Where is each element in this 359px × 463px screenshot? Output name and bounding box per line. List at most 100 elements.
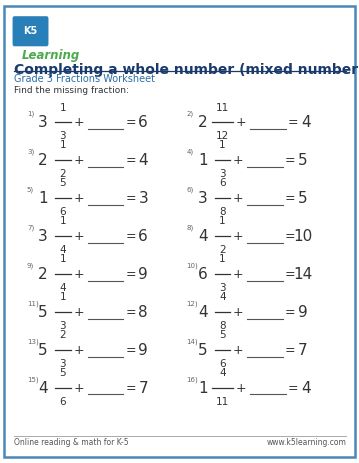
Text: 5: 5 — [38, 305, 48, 320]
Text: 3: 3 — [198, 191, 208, 206]
Text: 2: 2 — [60, 330, 66, 340]
Text: 5): 5) — [27, 187, 34, 193]
Text: 1: 1 — [38, 191, 48, 206]
Text: +: + — [233, 154, 244, 167]
Text: 4: 4 — [301, 115, 311, 130]
Text: 5: 5 — [38, 343, 48, 358]
Text: +: + — [73, 268, 84, 281]
Text: 6: 6 — [198, 267, 208, 282]
Text: Grade 3 Fractions Worksheet: Grade 3 Fractions Worksheet — [14, 74, 155, 84]
Text: 4: 4 — [38, 381, 48, 396]
Text: 1): 1) — [27, 111, 34, 117]
Text: 3: 3 — [38, 115, 48, 130]
Text: =: = — [125, 306, 136, 319]
Text: +: + — [73, 192, 84, 205]
Text: +: + — [73, 230, 84, 243]
Text: 6: 6 — [219, 359, 226, 369]
Text: 4: 4 — [198, 229, 208, 244]
Text: 5: 5 — [198, 343, 208, 358]
Text: =: = — [125, 192, 136, 205]
Text: 6): 6) — [187, 187, 194, 193]
Text: 13): 13) — [27, 338, 39, 345]
Text: 9): 9) — [27, 263, 34, 269]
Text: 6: 6 — [219, 178, 226, 188]
Text: 2: 2 — [60, 169, 66, 179]
Text: 8): 8) — [187, 225, 194, 231]
Text: =: = — [288, 382, 299, 395]
Text: 6: 6 — [138, 229, 148, 244]
Text: 8: 8 — [219, 321, 226, 331]
Text: 3: 3 — [60, 131, 66, 141]
Text: 1: 1 — [60, 292, 66, 302]
Text: +: + — [73, 344, 84, 357]
Text: 8: 8 — [219, 207, 226, 217]
Text: 4): 4) — [187, 149, 194, 155]
Text: 1: 1 — [219, 140, 226, 150]
Text: 2: 2 — [198, 115, 208, 130]
Text: 9: 9 — [298, 305, 308, 320]
Text: 4: 4 — [60, 245, 66, 255]
Text: 1: 1 — [60, 140, 66, 150]
Text: =: = — [125, 116, 136, 129]
Text: =: = — [125, 268, 136, 281]
Text: 7): 7) — [27, 225, 34, 231]
Text: =: = — [285, 192, 296, 205]
Text: 7: 7 — [298, 343, 308, 358]
Text: 3: 3 — [60, 321, 66, 331]
Text: 3: 3 — [138, 191, 148, 206]
Text: =: = — [285, 268, 296, 281]
Text: www.k5learning.com: www.k5learning.com — [267, 438, 346, 447]
Text: 1: 1 — [198, 381, 208, 396]
Text: 14: 14 — [293, 267, 313, 282]
Text: 2: 2 — [38, 267, 48, 282]
Text: =: = — [125, 344, 136, 357]
Text: 6: 6 — [60, 397, 66, 407]
Text: 9: 9 — [138, 343, 148, 358]
Text: 3: 3 — [219, 169, 226, 179]
Text: 11: 11 — [216, 102, 229, 113]
Text: 14): 14) — [187, 338, 198, 345]
Text: Learning: Learning — [22, 49, 80, 62]
Text: 1: 1 — [60, 216, 66, 226]
Text: 1: 1 — [198, 153, 208, 168]
Text: 7: 7 — [139, 381, 148, 396]
Text: 15): 15) — [27, 376, 38, 383]
Text: 3: 3 — [60, 359, 66, 369]
Text: =: = — [125, 382, 136, 395]
Text: Completing a whole number (mixed numbers): Completing a whole number (mixed numbers… — [14, 63, 359, 76]
Text: 4: 4 — [219, 368, 226, 378]
Text: +: + — [73, 154, 84, 167]
Text: 11): 11) — [27, 300, 39, 307]
Text: 9: 9 — [138, 267, 148, 282]
Text: +: + — [236, 116, 247, 129]
Text: +: + — [233, 192, 244, 205]
Text: +: + — [73, 116, 84, 129]
Text: =: = — [285, 154, 296, 167]
Text: Online reading & math for K-5: Online reading & math for K-5 — [14, 438, 129, 447]
Text: 1: 1 — [219, 216, 226, 226]
Text: 1: 1 — [60, 254, 66, 264]
Text: 4: 4 — [198, 305, 208, 320]
Text: 12): 12) — [187, 300, 198, 307]
Text: 1: 1 — [60, 102, 66, 113]
Text: =: = — [125, 230, 136, 243]
Text: 5: 5 — [298, 153, 308, 168]
Text: 11: 11 — [216, 397, 229, 407]
Text: 3: 3 — [38, 229, 48, 244]
FancyBboxPatch shape — [13, 16, 48, 46]
Text: 3: 3 — [219, 283, 226, 293]
Text: 4: 4 — [60, 283, 66, 293]
Text: =: = — [285, 344, 296, 357]
Text: =: = — [288, 116, 299, 129]
Text: +: + — [73, 382, 84, 395]
Text: +: + — [73, 306, 84, 319]
Text: 10): 10) — [187, 263, 199, 269]
Text: =: = — [125, 154, 136, 167]
Text: 8: 8 — [139, 305, 148, 320]
Text: +: + — [233, 306, 244, 319]
Text: =: = — [285, 306, 296, 319]
Text: 2): 2) — [187, 111, 194, 117]
Text: +: + — [233, 268, 244, 281]
Text: 4: 4 — [219, 292, 226, 302]
Text: 4: 4 — [139, 153, 148, 168]
